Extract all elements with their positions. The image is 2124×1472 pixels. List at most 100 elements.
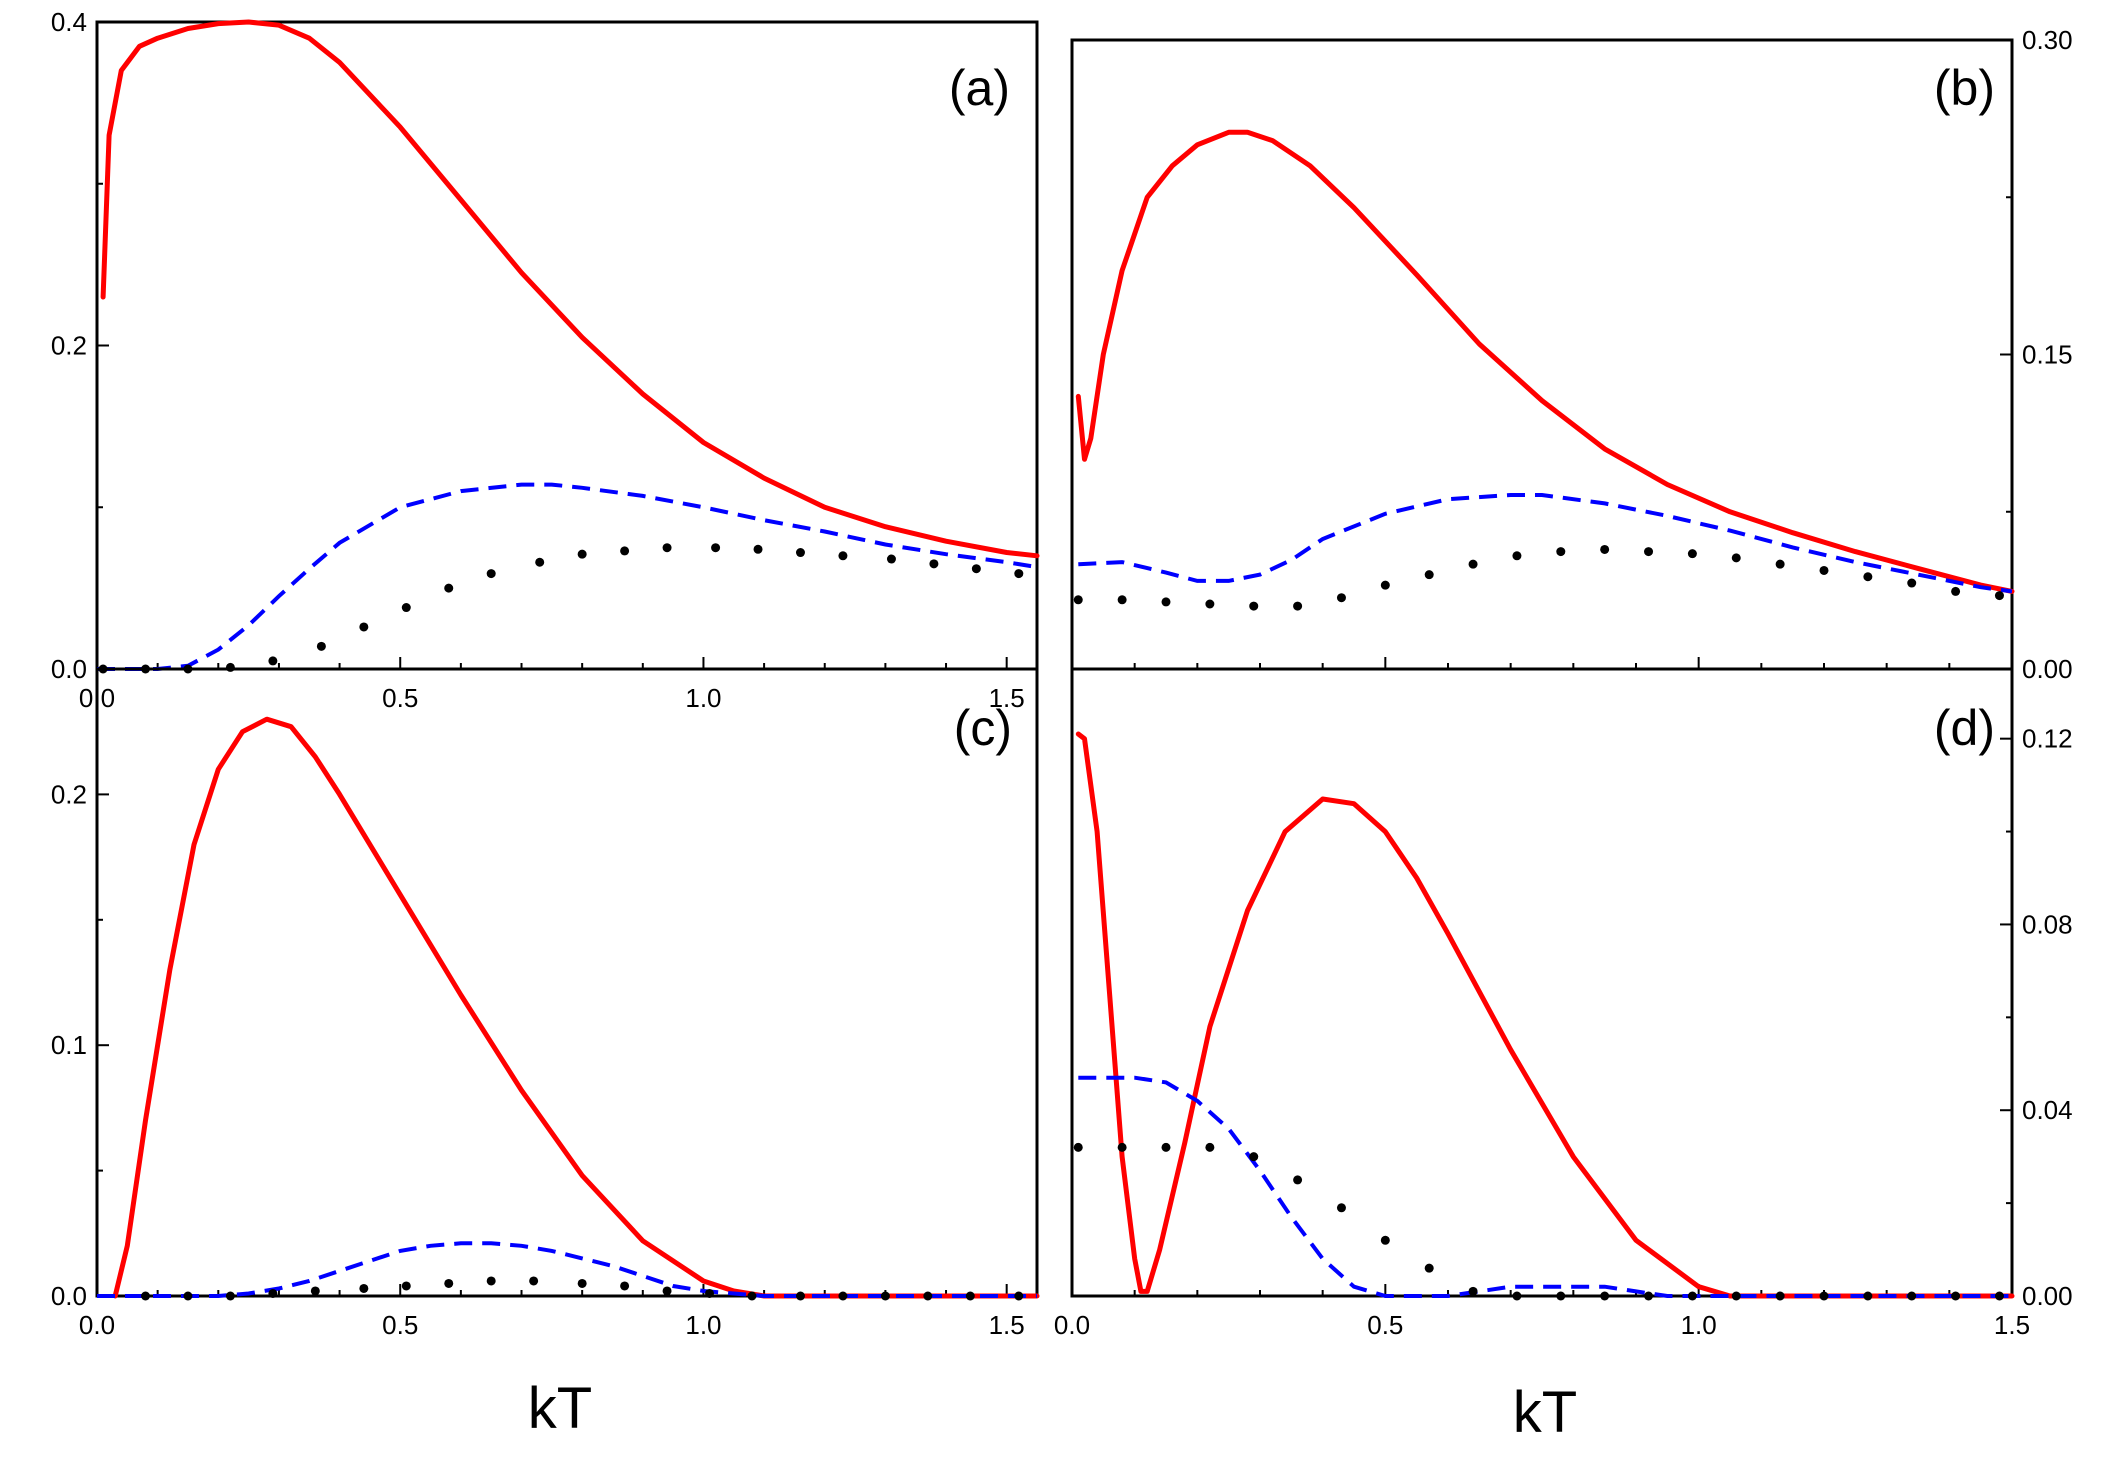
dotted-series-point <box>535 557 545 567</box>
dotted-series-point <box>486 1276 496 1286</box>
dotted-series-point <box>1293 1175 1303 1185</box>
dotted-series-point <box>1731 553 1741 563</box>
dotted-series-point <box>401 1281 411 1291</box>
dotted-series-point <box>310 1286 320 1296</box>
dotted-series-point <box>620 1281 630 1291</box>
y-tick-label: 0.00 <box>2022 654 2073 684</box>
y-tick-label: 0.4 <box>51 7 87 37</box>
x-tick-label: 1.5 <box>1994 1310 2030 1340</box>
x-tick-label: 1.0 <box>1681 1310 1717 1340</box>
dotted-series-point <box>747 1291 757 1301</box>
dotted-series-point <box>1775 559 1785 569</box>
dotted-series-point <box>971 564 981 574</box>
dotted-series-point <box>1775 1291 1785 1301</box>
dotted-series-point <box>225 662 235 672</box>
dotted-series-point <box>183 1291 193 1301</box>
solid-series-line <box>1075 129 2015 594</box>
panel-c: 0.0 0.5 1.0 1.5 0.0 0.1 0.2 (c) <box>51 667 1040 1340</box>
dashed-series-line <box>97 482 1038 671</box>
dotted-series-point <box>141 1291 151 1301</box>
dotted-series-point <box>1468 559 1478 569</box>
dotted-series-point <box>838 551 848 561</box>
dotted-series-point <box>1687 549 1697 559</box>
dotted-series-point <box>1380 580 1390 590</box>
dotted-series-point <box>620 546 630 556</box>
dotted-series-point <box>1014 1291 1024 1301</box>
dotted-series-point <box>1731 1291 1741 1301</box>
dotted-series-point <box>1205 599 1215 609</box>
dotted-series-point <box>1073 595 1083 605</box>
dotted-series-point <box>1014 569 1024 579</box>
dotted-series-point <box>1600 1291 1610 1301</box>
x-axis-label-right: kT <box>1513 1380 1577 1445</box>
solid-series-line <box>100 19 1040 559</box>
panel-a: 0.0 0.5 1.0 1.50.00.20.4(a) <box>51 7 1040 713</box>
panel-b: 0.00 0.15 0.30 (b) <box>1070 25 2073 684</box>
dotted-series-point <box>577 549 587 559</box>
x-tick-label: 0.5 <box>382 683 418 713</box>
y-tick-label: 0.04 <box>2022 1095 2073 1125</box>
dotted-series-point <box>1644 547 1654 557</box>
dotted-series-point <box>1249 1152 1259 1162</box>
x-tick-label: 1.0 <box>685 1310 721 1340</box>
y-tick-label: 0.2 <box>51 331 87 361</box>
dashed-series-line <box>1078 493 2013 594</box>
dotted-series-point <box>1117 1142 1127 1152</box>
dotted-series-point <box>1687 1291 1697 1301</box>
dotted-series-point <box>1380 1235 1390 1245</box>
dotted-series-point <box>401 603 411 613</box>
plot-frame <box>1070 667 2014 1298</box>
dotted-series-point <box>705 1288 715 1298</box>
dotted-series-point <box>1863 572 1873 582</box>
dotted-series-point <box>1293 601 1303 611</box>
panel-label: (b) <box>1934 60 1995 116</box>
dotted-series-point <box>1556 1291 1566 1301</box>
dotted-series-point <box>1819 1291 1829 1301</box>
dotted-series-point <box>965 1291 975 1301</box>
dotted-series-point <box>444 583 454 593</box>
y-tick-label: 0.08 <box>2022 909 2073 939</box>
dotted-series-point <box>1424 570 1434 580</box>
dotted-series-point <box>886 554 896 564</box>
x-tick-label: 0.0 <box>1054 1310 1090 1340</box>
dotted-series-point <box>1424 1263 1434 1273</box>
dotted-series-point <box>711 543 721 553</box>
dotted-series-point <box>1907 578 1917 588</box>
x-tick-label: 0.5 <box>382 1310 418 1340</box>
dotted-series-point <box>1205 1142 1215 1152</box>
dotted-series-point <box>1073 1142 1083 1152</box>
x-tick-label: 1.5 <box>989 1310 1025 1340</box>
dashed-series-line <box>97 1241 1037 1298</box>
dotted-series-point <box>1863 1291 1873 1301</box>
dotted-series-point <box>1117 595 1127 605</box>
y-tick-label: 0.2 <box>51 779 87 809</box>
dotted-series-point <box>880 1291 890 1301</box>
dotted-series-point <box>1512 551 1522 561</box>
x-tick-label: 0.5 <box>1367 1310 1403 1340</box>
x-tick-label: 0.0 <box>79 1310 115 1340</box>
dotted-series-point <box>1644 1291 1654 1301</box>
dotted-series-point <box>1951 1291 1961 1301</box>
dotted-series-point <box>1556 547 1566 557</box>
dotted-series-point <box>1161 597 1171 607</box>
plot-frame <box>95 20 1039 671</box>
dotted-series-point <box>923 1291 933 1301</box>
panel-label: (c) <box>954 700 1012 756</box>
dotted-series-point <box>1161 1142 1171 1152</box>
dotted-series-point <box>577 1278 587 1288</box>
panel-d: 0.0 0.5 1.0 1.50.00 0.04 0.08 0.12 (d) <box>1054 667 2073 1340</box>
dotted-series-point <box>225 1291 235 1301</box>
dotted-series-point <box>1512 1291 1522 1301</box>
panel-label: (d) <box>1934 700 1995 756</box>
dotted-series-point <box>486 569 496 579</box>
dotted-series-point <box>753 544 763 554</box>
dotted-series-point <box>1819 565 1829 575</box>
dotted-series-point <box>1951 586 1961 596</box>
dotted-series-point <box>444 1278 454 1288</box>
dotted-series-point <box>1994 591 2004 601</box>
x-tick-label: 1.5 <box>989 683 1025 713</box>
solid-series-line <box>1075 731 2015 1299</box>
y-tick-label: 0.1 <box>51 1030 87 1060</box>
dotted-series-point <box>662 543 672 553</box>
